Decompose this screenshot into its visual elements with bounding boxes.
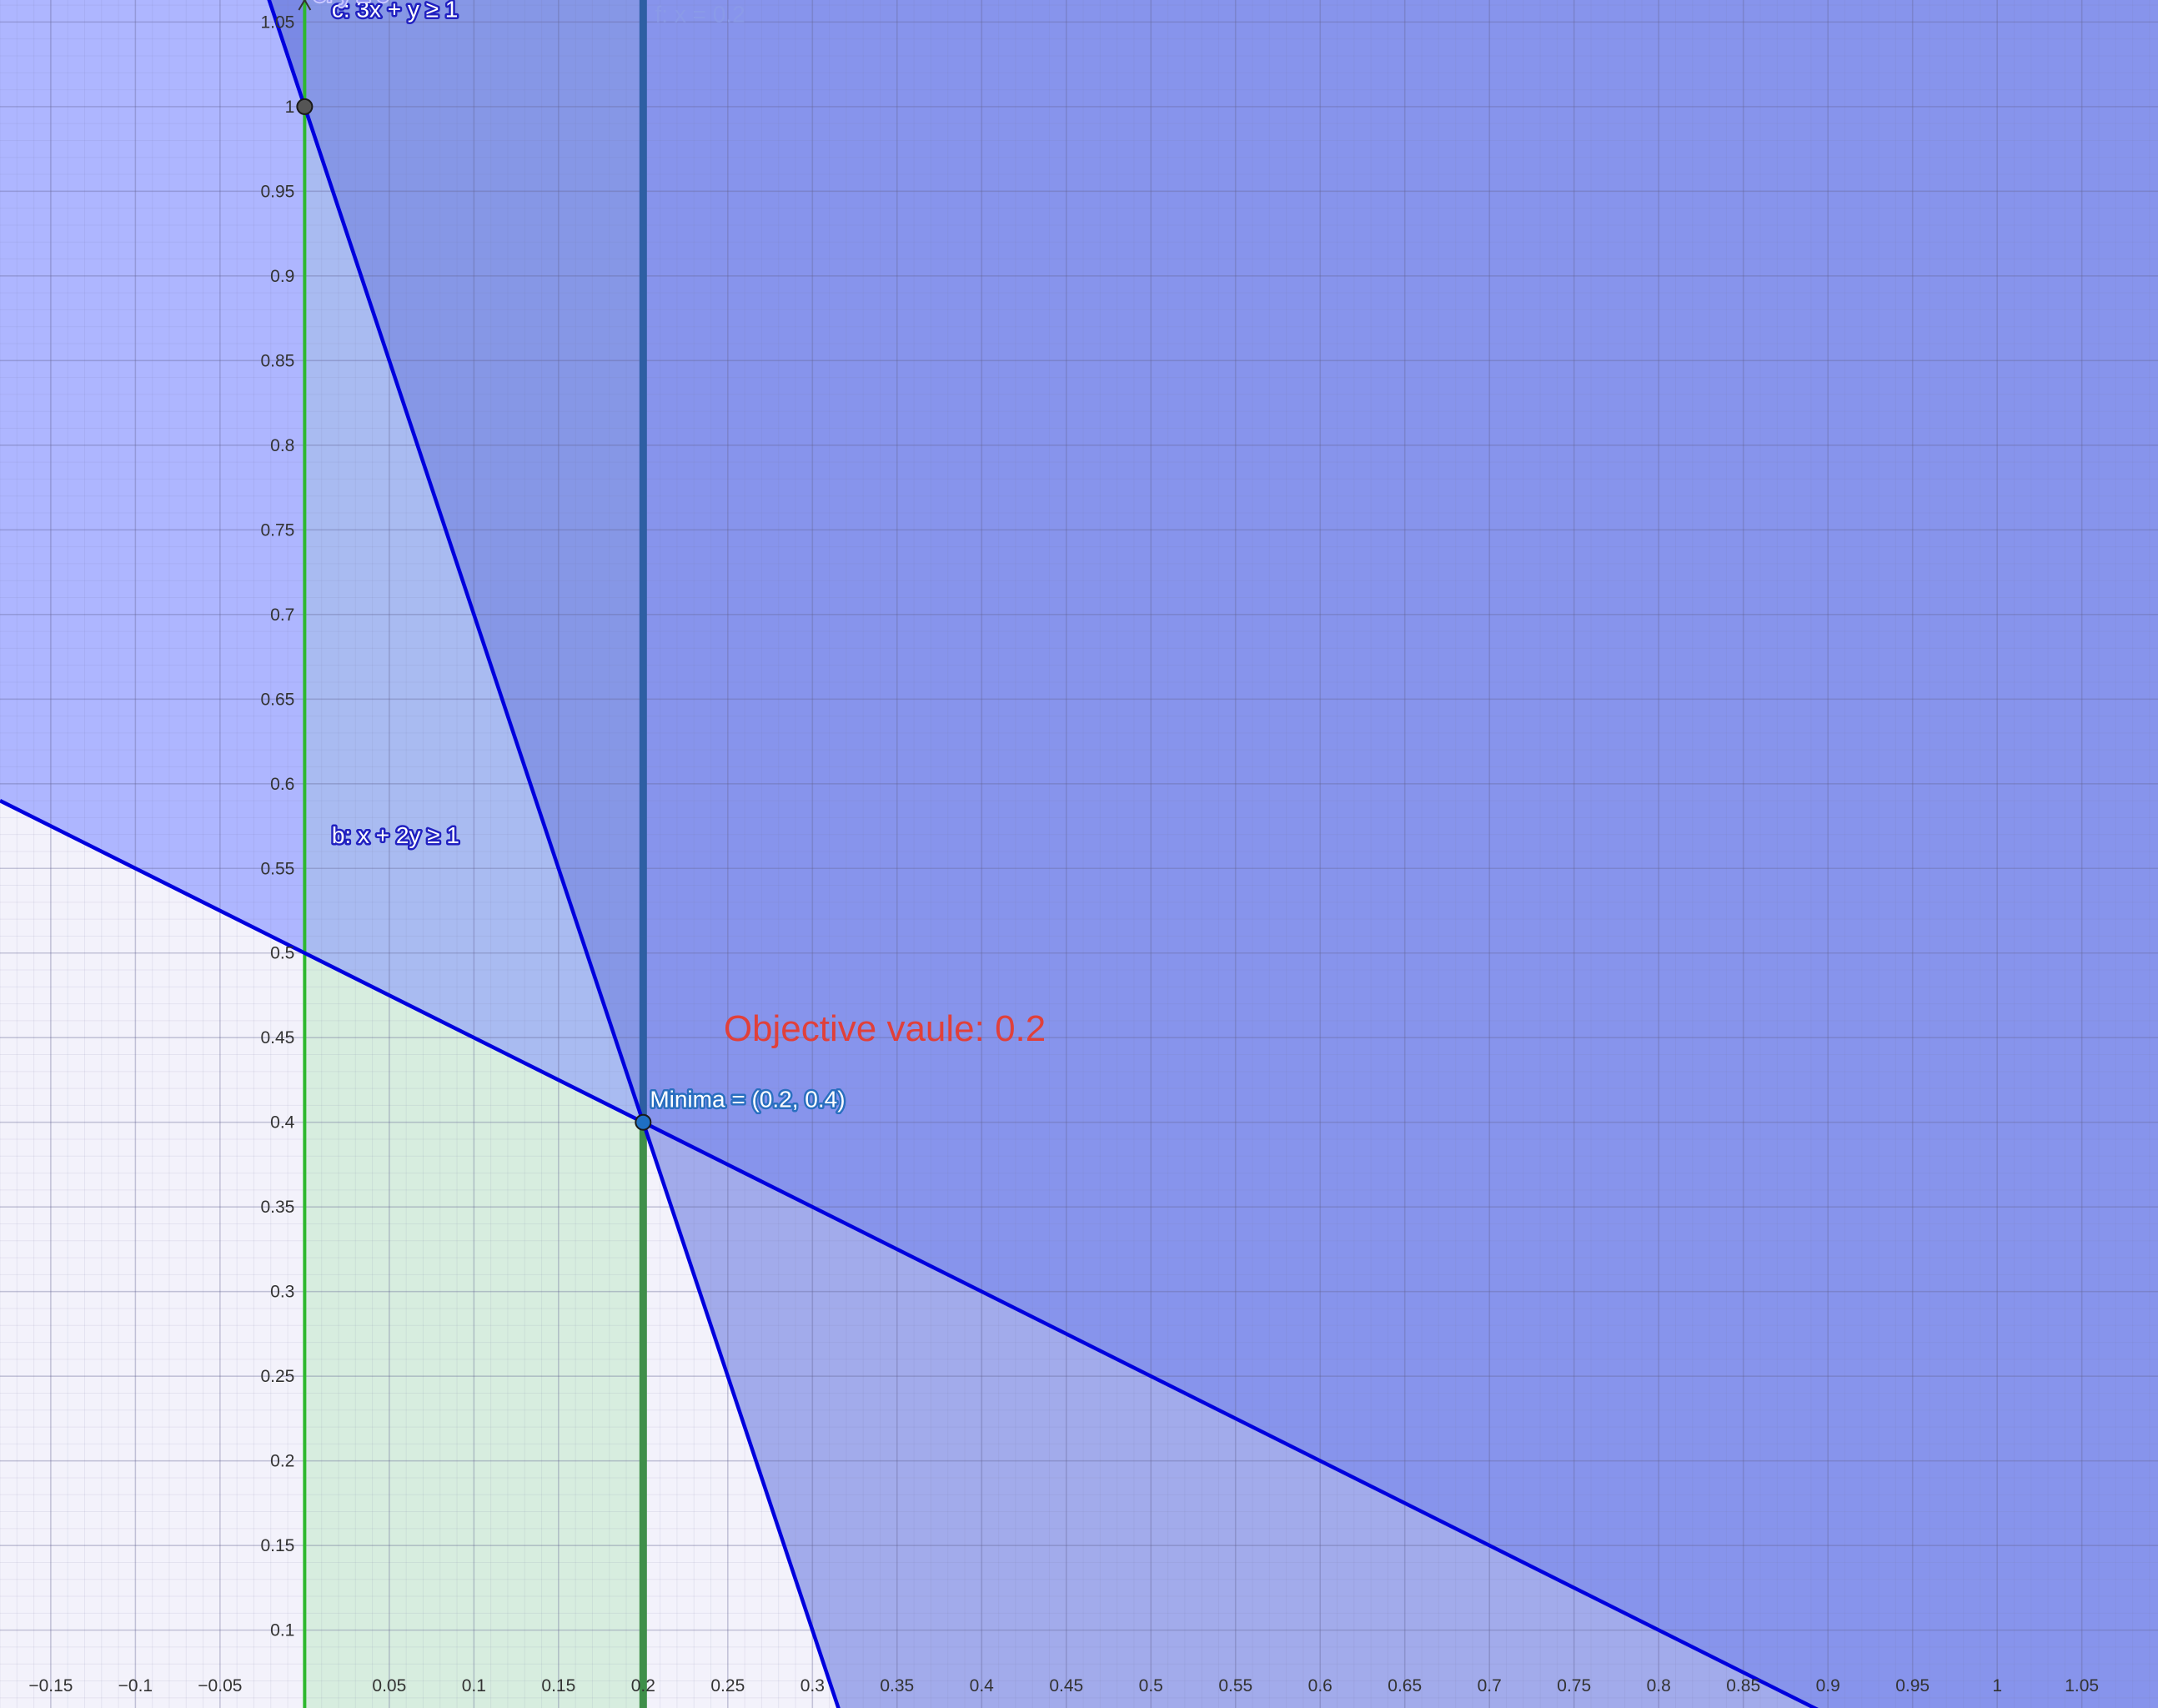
y-tick-label: 0.15 — [260, 1536, 294, 1555]
x-tick-label: −0.05 — [198, 1676, 242, 1695]
y-tick-label: 0.7 — [270, 605, 294, 625]
y-tick-label: 0.45 — [260, 1028, 294, 1047]
x-tick-label: −0.15 — [28, 1676, 73, 1695]
x-tick-label: 0.75 — [1557, 1676, 1591, 1695]
x-tick-label: 0.05 — [372, 1676, 406, 1695]
x-tick-label: 0.5 — [1139, 1676, 1163, 1695]
labels-layer: b: x + 2y ≥ 1 c: 3x + y ≥ 1e: y ≥ 0 f: x =… — [312, 0, 1046, 1114]
x-tick-label: 0.6 — [1308, 1676, 1332, 1695]
y-tick-label: 0.5 — [270, 944, 294, 963]
x-tick-label: 0.9 — [1816, 1676, 1840, 1695]
label-b: b: x + 2y ≥ 1 — [332, 822, 459, 848]
x-tick-label: 0.25 — [710, 1676, 745, 1695]
x-tick-label: 0.65 — [1388, 1676, 1422, 1695]
label-f: f: x = 0.2 — [655, 1, 745, 27]
label-e: e: y ≥ 0 — [314, 0, 390, 7]
y-tick-label: 0.9 — [270, 267, 294, 286]
line-b — [0, 799, 1819, 1708]
y-tick-label: 0.2 — [270, 1452, 294, 1471]
y-tick-label: 0.4 — [270, 1113, 295, 1133]
y-tick-label: 0.35 — [260, 1198, 294, 1217]
y-tick-label: 0.65 — [260, 690, 294, 709]
y-tick-label: 0.85 — [260, 351, 294, 370]
region-c-shade — [268, 0, 2158, 1708]
y-tick-label: 0.55 — [260, 859, 294, 878]
intercept-point-marker — [296, 98, 314, 115]
line-c — [267, 0, 841, 1708]
x-tick-label: 0.2 — [631, 1676, 655, 1695]
x-tick-label: 0.95 — [1895, 1676, 1930, 1695]
minima-marker — [635, 1113, 652, 1131]
x-tick-label: 0.45 — [1049, 1676, 1083, 1695]
y-tick-label: 1.05 — [260, 13, 294, 32]
x-tick-label: 0.3 — [800, 1676, 825, 1695]
minima-label: Minima = (0.2, 0.4) — [650, 1087, 845, 1113]
label-c: c: 3x + y ≥ 1 — [332, 0, 459, 22]
x-tick-label: 0.8 — [1647, 1676, 1671, 1695]
y-tick-label: 0.25 — [260, 1367, 294, 1386]
axes-layer — [298, 0, 312, 11]
tick-labels-layer: −0.15 −0.1 −0.05 0.05 0.1 0.15 0.2 0.25 0.3 0.35 0… — [28, 13, 2099, 1695]
y-tick-label: 0.95 — [260, 182, 294, 201]
objective-value-label: Objective vaule: 0.2 — [724, 1008, 1046, 1049]
y-axis-arrow-icon — [298, 0, 312, 11]
points-layer — [296, 98, 652, 1131]
x-tick-label: 0.85 — [1726, 1676, 1760, 1695]
x-tick-label: 1.05 — [2065, 1676, 2099, 1695]
x-tick-label: 0.55 — [1218, 1676, 1252, 1695]
y-tick-label: 0.8 — [270, 436, 294, 455]
x-tick-label: −0.1 — [118, 1676, 153, 1695]
x-tick-label: 0.1 — [462, 1676, 486, 1695]
y-tick-label: 0.1 — [270, 1621, 294, 1640]
y-tick-label: 1 — [285, 98, 295, 117]
y-tick-label: 0.3 — [270, 1283, 294, 1302]
x-tick-label: 0.4 — [970, 1676, 995, 1695]
x-tick-label: 0.15 — [541, 1676, 575, 1695]
x-tick-label: 0.35 — [880, 1676, 914, 1695]
x-tick-label: 1 — [1992, 1676, 2002, 1695]
x-tick-label: 0.7 — [1478, 1676, 1502, 1695]
y-tick-label: 0.75 — [260, 520, 294, 540]
y-tick-label: 0.6 — [270, 775, 294, 794]
